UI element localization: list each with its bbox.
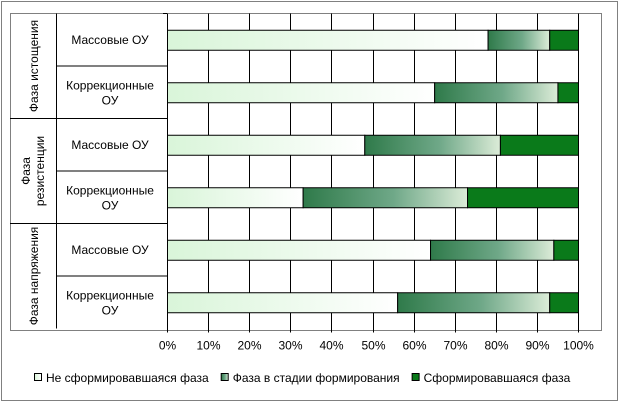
bar-segment	[467, 187, 579, 209]
bars	[167, 29, 580, 314]
bar-segment	[364, 134, 501, 156]
legend: Не сформировавшаяся фаза Фаза в стадии фо…	[34, 371, 571, 385]
category-label: Коррекционные ОУ	[66, 288, 154, 317]
x-tick-label: 20%	[237, 339, 261, 353]
gridlines	[167, 13, 579, 329]
category-label: Массовые ОУ	[71, 33, 149, 47]
legend-label: Фаза в стадии формирования	[233, 371, 400, 385]
category-label-line: Коррекционные	[66, 183, 154, 197]
group-label-line: резистенции	[33, 136, 47, 206]
legend-label: Не сформировавшаяся фаза	[46, 371, 209, 385]
x-tick-label: 90%	[525, 339, 549, 353]
x-tick-label: 100%	[563, 339, 594, 353]
bar-segment	[167, 134, 366, 156]
x-tick-label: 50%	[361, 339, 385, 353]
bar-segment	[434, 82, 559, 104]
bar-segment	[167, 239, 432, 261]
category-label: Массовые ОУ	[71, 243, 149, 257]
bar-segment	[430, 239, 555, 261]
bar-segment	[302, 187, 469, 209]
category-label-line: Коррекционные	[66, 288, 154, 302]
bar-segment	[487, 29, 551, 51]
bar-segment	[549, 29, 579, 51]
category-label: Коррекционные ОУ	[66, 78, 154, 107]
x-tick-label: 40%	[319, 339, 343, 353]
legend-swatch	[411, 373, 420, 381]
bar-segment	[167, 29, 489, 51]
bar-segment	[167, 187, 304, 209]
bar-segment	[557, 82, 580, 104]
bar-segment	[397, 292, 551, 314]
category-label-line: Коррекционные	[66, 78, 154, 92]
group-label: Фазарезистенции	[19, 136, 47, 206]
category-label: Коррекционные ОУ	[66, 183, 154, 212]
bar-segment	[499, 134, 579, 156]
bar-segment	[167, 82, 436, 104]
category-label-line: ОУ	[102, 198, 119, 212]
x-tick-label: 60%	[402, 339, 426, 353]
x-tick-label: 0%	[159, 339, 177, 353]
x-tick-label: 30%	[278, 339, 302, 353]
category-label-line: ОУ	[102, 93, 119, 107]
legend-label: Сформировавшаяся фаза	[424, 371, 571, 385]
bar-segment	[549, 292, 579, 314]
group-label: Фаза напряжения	[27, 227, 41, 326]
category-label: Массовые ОУ	[71, 138, 149, 152]
axis: 0% 10% 20% 30% 40% 50% 60% 70% 80% 90% 100%	[159, 13, 594, 353]
bar-segment	[553, 239, 580, 261]
legend-swatch	[220, 373, 229, 381]
legend-swatch	[34, 373, 42, 381]
x-tick-label: 80%	[484, 339, 508, 353]
bar-segment	[167, 292, 399, 314]
category-label-line: ОУ	[102, 303, 119, 317]
plot-area	[10, 13, 602, 331]
x-tick-label: 70%	[443, 339, 467, 353]
group-label-line: Фаза	[19, 157, 33, 185]
x-tick-label: 10%	[196, 339, 220, 353]
group-label: Фаза истощения	[27, 20, 41, 112]
